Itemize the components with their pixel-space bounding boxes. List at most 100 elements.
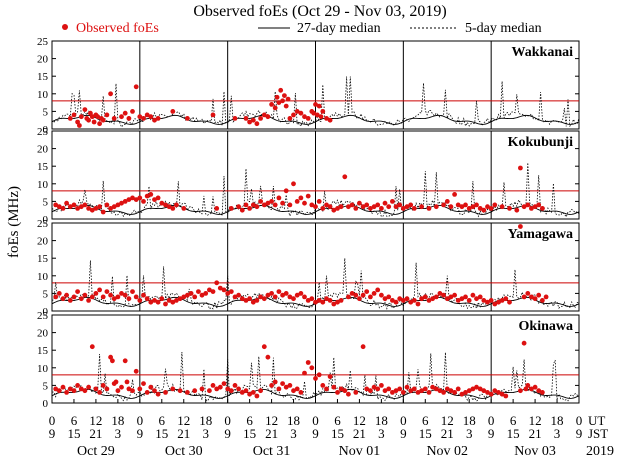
observed-point — [441, 292, 446, 298]
observed-point — [78, 114, 84, 120]
observed-point — [254, 298, 260, 303]
observed-point — [331, 384, 337, 390]
observed-point — [540, 390, 545, 395]
observed-point — [67, 116, 73, 121]
observed-point — [258, 388, 263, 394]
ut-tick-label: 6 — [159, 413, 166, 428]
observed-point — [170, 109, 176, 114]
jst-tick-label: 15 — [155, 426, 168, 441]
observed-point — [280, 292, 285, 298]
station-label: Kokubunji — [508, 135, 573, 150]
observed-point — [133, 368, 139, 374]
observed-point — [305, 193, 311, 199]
observed-point — [228, 289, 234, 294]
observed-point — [507, 299, 512, 305]
observed-point — [316, 372, 322, 378]
observed-point — [400, 206, 406, 211]
observed-point — [481, 388, 487, 394]
observed-point — [159, 296, 165, 302]
observed-point — [272, 379, 278, 385]
observed-point — [232, 383, 238, 388]
observed-point — [119, 114, 124, 120]
observed-point — [448, 294, 454, 300]
observed-point — [485, 204, 490, 210]
observed-point — [104, 202, 110, 208]
observed-point — [144, 296, 150, 302]
observed-point — [408, 202, 414, 208]
observed-point — [324, 296, 329, 302]
station-label: Okinawa — [519, 319, 573, 334]
observed-point — [177, 296, 183, 302]
ut-tick-label: 18 — [463, 413, 476, 428]
observed-point — [466, 206, 472, 211]
observed-point — [360, 292, 366, 298]
panel-yamagawa: 0 5 10 15 20 25 Yamagawa — [37, 218, 580, 318]
date-label: Nov 03 — [514, 444, 556, 457]
observed-point — [463, 202, 468, 208]
legend: Observed foEs 27-day median 5-day median — [62, 21, 542, 36]
observed-point — [463, 390, 468, 395]
observed-point — [254, 393, 260, 399]
observed-point — [89, 114, 95, 120]
observed-point — [188, 291, 194, 296]
observed-point — [269, 199, 274, 204]
observed-point — [276, 289, 282, 294]
observed-point — [463, 294, 468, 300]
observed-point — [126, 386, 132, 392]
observed-point — [309, 202, 315, 208]
observed-point — [455, 298, 461, 303]
observed-point — [100, 209, 106, 215]
observed-point — [382, 200, 388, 206]
observed-point — [525, 291, 531, 296]
jst-tick-label: 15 — [243, 426, 256, 441]
observed-point — [141, 292, 146, 298]
observed-point — [60, 384, 66, 390]
observed-point — [481, 298, 487, 303]
observed-point — [298, 291, 304, 296]
observed-point — [503, 296, 509, 302]
y-axis-label: foEs (MHz) — [6, 186, 22, 258]
observed-point — [314, 112, 320, 118]
observed-point — [122, 358, 128, 364]
observed-point — [338, 204, 344, 210]
observed-point — [430, 296, 435, 302]
observed-point — [360, 204, 366, 210]
observed-point — [404, 384, 410, 390]
observed-point — [282, 93, 287, 98]
observed-point — [313, 376, 318, 381]
observed-point — [294, 199, 300, 204]
observed-point — [327, 117, 333, 123]
jst-tick-label: 9 — [312, 426, 319, 441]
ut-tick-label: 0 — [224, 413, 231, 428]
observed-point — [236, 204, 242, 210]
observed-point — [466, 388, 472, 394]
observed-point — [320, 109, 326, 114]
observed-point — [261, 296, 267, 302]
observed-point — [324, 386, 329, 392]
observed-point — [291, 296, 296, 302]
observed-point — [261, 344, 267, 350]
observed-point — [133, 294, 139, 300]
observed-point — [415, 390, 421, 395]
observed-point — [521, 294, 527, 300]
observed-point — [316, 298, 322, 303]
observed-point — [148, 384, 154, 390]
observed-point — [155, 195, 161, 201]
observed-point — [236, 386, 242, 392]
observed-point — [152, 388, 157, 394]
observed-point — [148, 114, 154, 120]
observed-point — [210, 289, 216, 294]
ut-tick-label: 18 — [199, 413, 212, 428]
observed-point — [404, 296, 410, 302]
jst-tick-label: 3 — [554, 426, 561, 441]
observed-point — [111, 204, 117, 210]
jst-tick-label: 9 — [488, 426, 495, 441]
observed-point — [133, 197, 139, 203]
observed-point — [170, 299, 176, 305]
observed-point — [108, 292, 113, 298]
jst-tick-label: 9 — [400, 426, 407, 441]
observed-point — [298, 110, 304, 116]
observed-point — [155, 299, 161, 305]
observed-point — [261, 202, 267, 208]
observed-point — [269, 291, 274, 296]
